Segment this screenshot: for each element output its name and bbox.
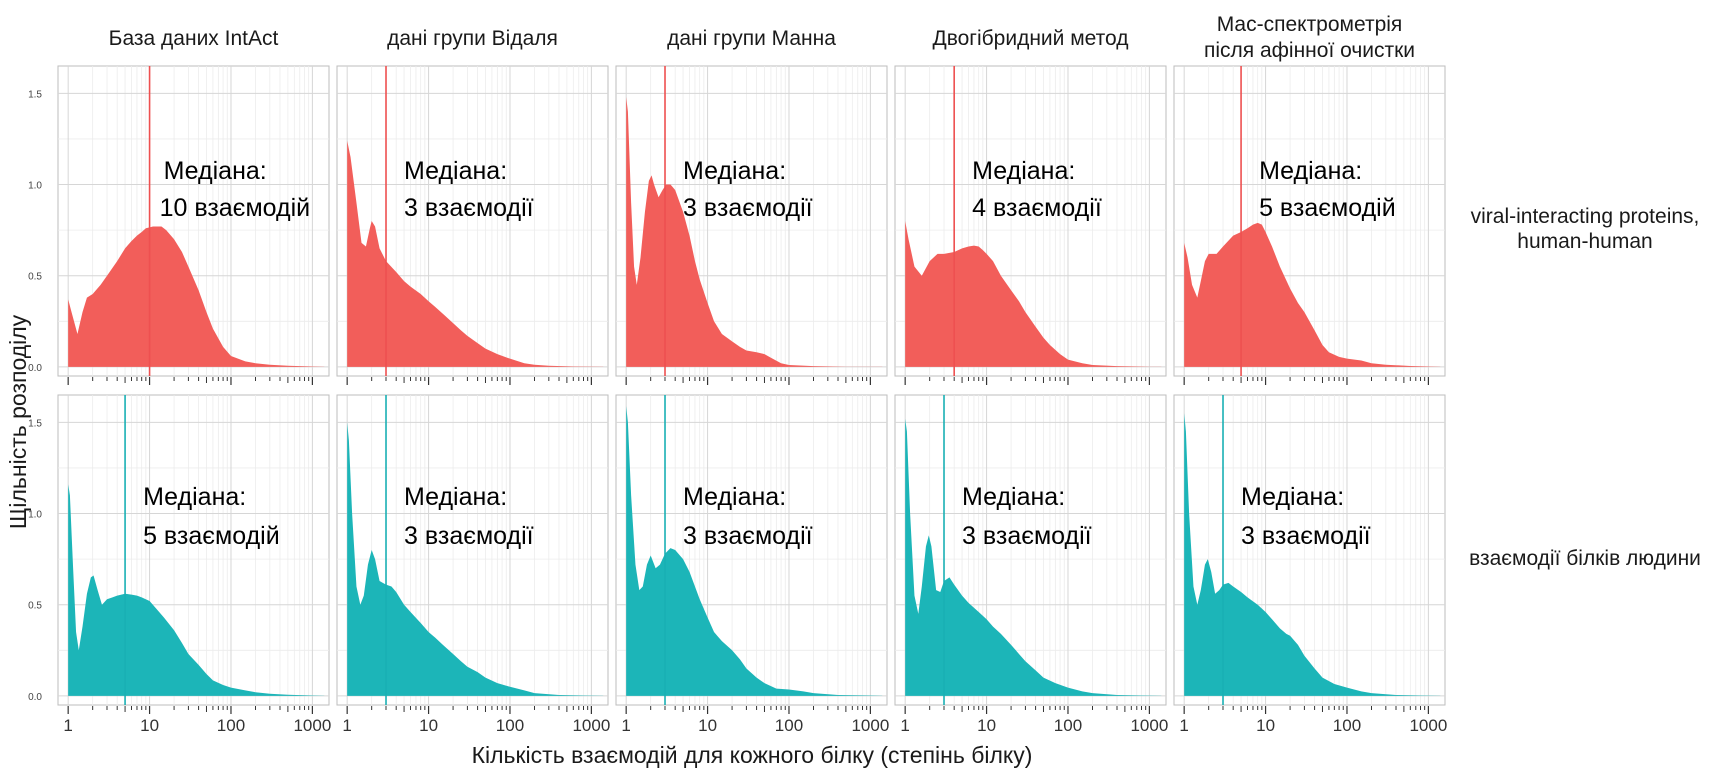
density-area [347,422,604,696]
x-tick-label: 100 [775,716,803,735]
panel: Медіана: 3 взаємодії 1 10 100 1000 [1173,394,1447,735]
y-tick-label: 1.0 [28,181,42,192]
x-tick-label: 100 [1054,716,1082,735]
x-tick-label: 1 [63,716,72,735]
median-value-label: 4 взаємодії [972,194,1102,222]
density-area [626,405,883,696]
median-label: Медіана: [404,483,507,511]
panel: Медіана: 3 взаємодії 1 10 100 1000 [615,394,889,735]
median-label: Медіана: [143,483,246,511]
x-tick-label: 1 [1179,716,1188,735]
y-tick-label: 1.5 [28,89,42,100]
median-label: Медіана: [404,157,507,185]
x-tick-label: 1000 [851,716,889,735]
column-title: дані групи Відаля [387,27,558,50]
median-label: Медіана: [683,483,786,511]
panel: Медіана: 3 взаємодії 1 10 100 1000 [894,394,1168,735]
density-area [68,226,325,367]
x-tick-label: 10 [698,716,717,735]
y-tick-label: 0.5 [28,272,42,283]
median-label: Медіана: [962,483,1065,511]
density-area [905,221,1162,367]
density-area [626,97,883,367]
row-label-line: viral-interacting proteins, [1471,205,1700,228]
panel: Медіана: 3 взаємодії [615,65,888,385]
median-label: Медіана: [683,157,786,185]
column-title: дані групи Манна [667,27,836,50]
y-tick-label: 1.5 [28,418,42,429]
panel: Медіана: 3 взаємодії 1 10 100 1000 [336,394,610,735]
column-title: Мас-спектрометрія після афінної очистки [1204,13,1415,62]
y-tick-label: 0.0 [28,363,42,374]
x-tick-label: 1000 [572,716,610,735]
x-tick-label: 10 [977,716,996,735]
y-axis-title: Щільність розподілу [5,314,31,529]
panel: Медіана: 4 взаємодії [894,65,1167,385]
x-tick-label: 100 [1333,716,1361,735]
column-title-line: Мас-спектрометрія [1217,13,1403,36]
median-value-label: 3 взаємодії [683,194,813,222]
median-value-label: 3 взаємодії [1241,522,1371,550]
x-tick-label: 1 [621,716,630,735]
row-label: взаємодії білків людини [1469,547,1701,570]
row-label: viral-interacting proteins, human-human [1471,205,1700,253]
panels: Медіана:10 взаємодій0.00.51.01.5Медіана:… [28,65,1447,735]
x-tick-label: 1 [342,716,351,735]
column-titles: База даних IntAct дані групи Відаля дані г… [109,13,1415,62]
median-label: Медіана: [1241,483,1344,511]
median-value-label: 3 взаємодії [683,522,813,550]
x-tick-label: 10 [140,716,159,735]
x-tick-label: 1000 [1409,716,1447,735]
panel: Медіана: 5 взаємодій 0.0 0.5 1.0 1.5 1 10 100 100… [28,394,331,735]
column-title-line: після афінної очистки [1204,39,1415,62]
density-area [1184,222,1441,367]
x-tick-label: 1000 [293,716,331,735]
median-value-label: 5 взаємодій [143,522,280,550]
median-value-label: 5 взаємодій [1259,194,1396,222]
density-area [68,484,325,696]
column-title: База даних IntAct [109,27,279,50]
median-value-label: 3 взаємодії [404,522,534,550]
y-tick-label: 0.5 [28,601,42,612]
panel: Медіана: 3 взаємодії [336,65,609,385]
row-labels: viral-interacting proteins, human-human вз… [1469,205,1701,570]
y-tick-label: 0.0 [28,692,42,703]
median-label: Медіана: [1259,157,1362,185]
y-tick-label: 1.0 [28,510,42,521]
panel: Медіана: 10 взаємодій 0.0 0.5 1.0 1.5 [28,65,330,385]
panel: Медіана: 5 взаємодій [1173,65,1446,385]
median-value-label: 3 взаємодії [404,194,534,222]
median-label: Медіана: [972,157,1075,185]
median-value-label: 10 взаємодій [160,194,311,222]
density-area [905,418,1162,696]
row-label-line: human-human [1517,230,1652,253]
x-tick-label: 100 [496,716,524,735]
density-area [1184,413,1441,696]
median-value-label: 3 взаємодії [962,522,1092,550]
x-tick-label: 1000 [1130,716,1168,735]
column-title: Двогібридний метод [932,27,1128,50]
x-axis-title: Кількість взаємодій для кожного білку (с… [472,742,1033,768]
x-tick-label: 10 [419,716,438,735]
x-tick-label: 100 [217,716,245,735]
x-tick-label: 1 [900,716,909,735]
density-area [347,140,604,367]
x-tick-label: 10 [1256,716,1275,735]
median-label: Медіана: [164,157,267,185]
